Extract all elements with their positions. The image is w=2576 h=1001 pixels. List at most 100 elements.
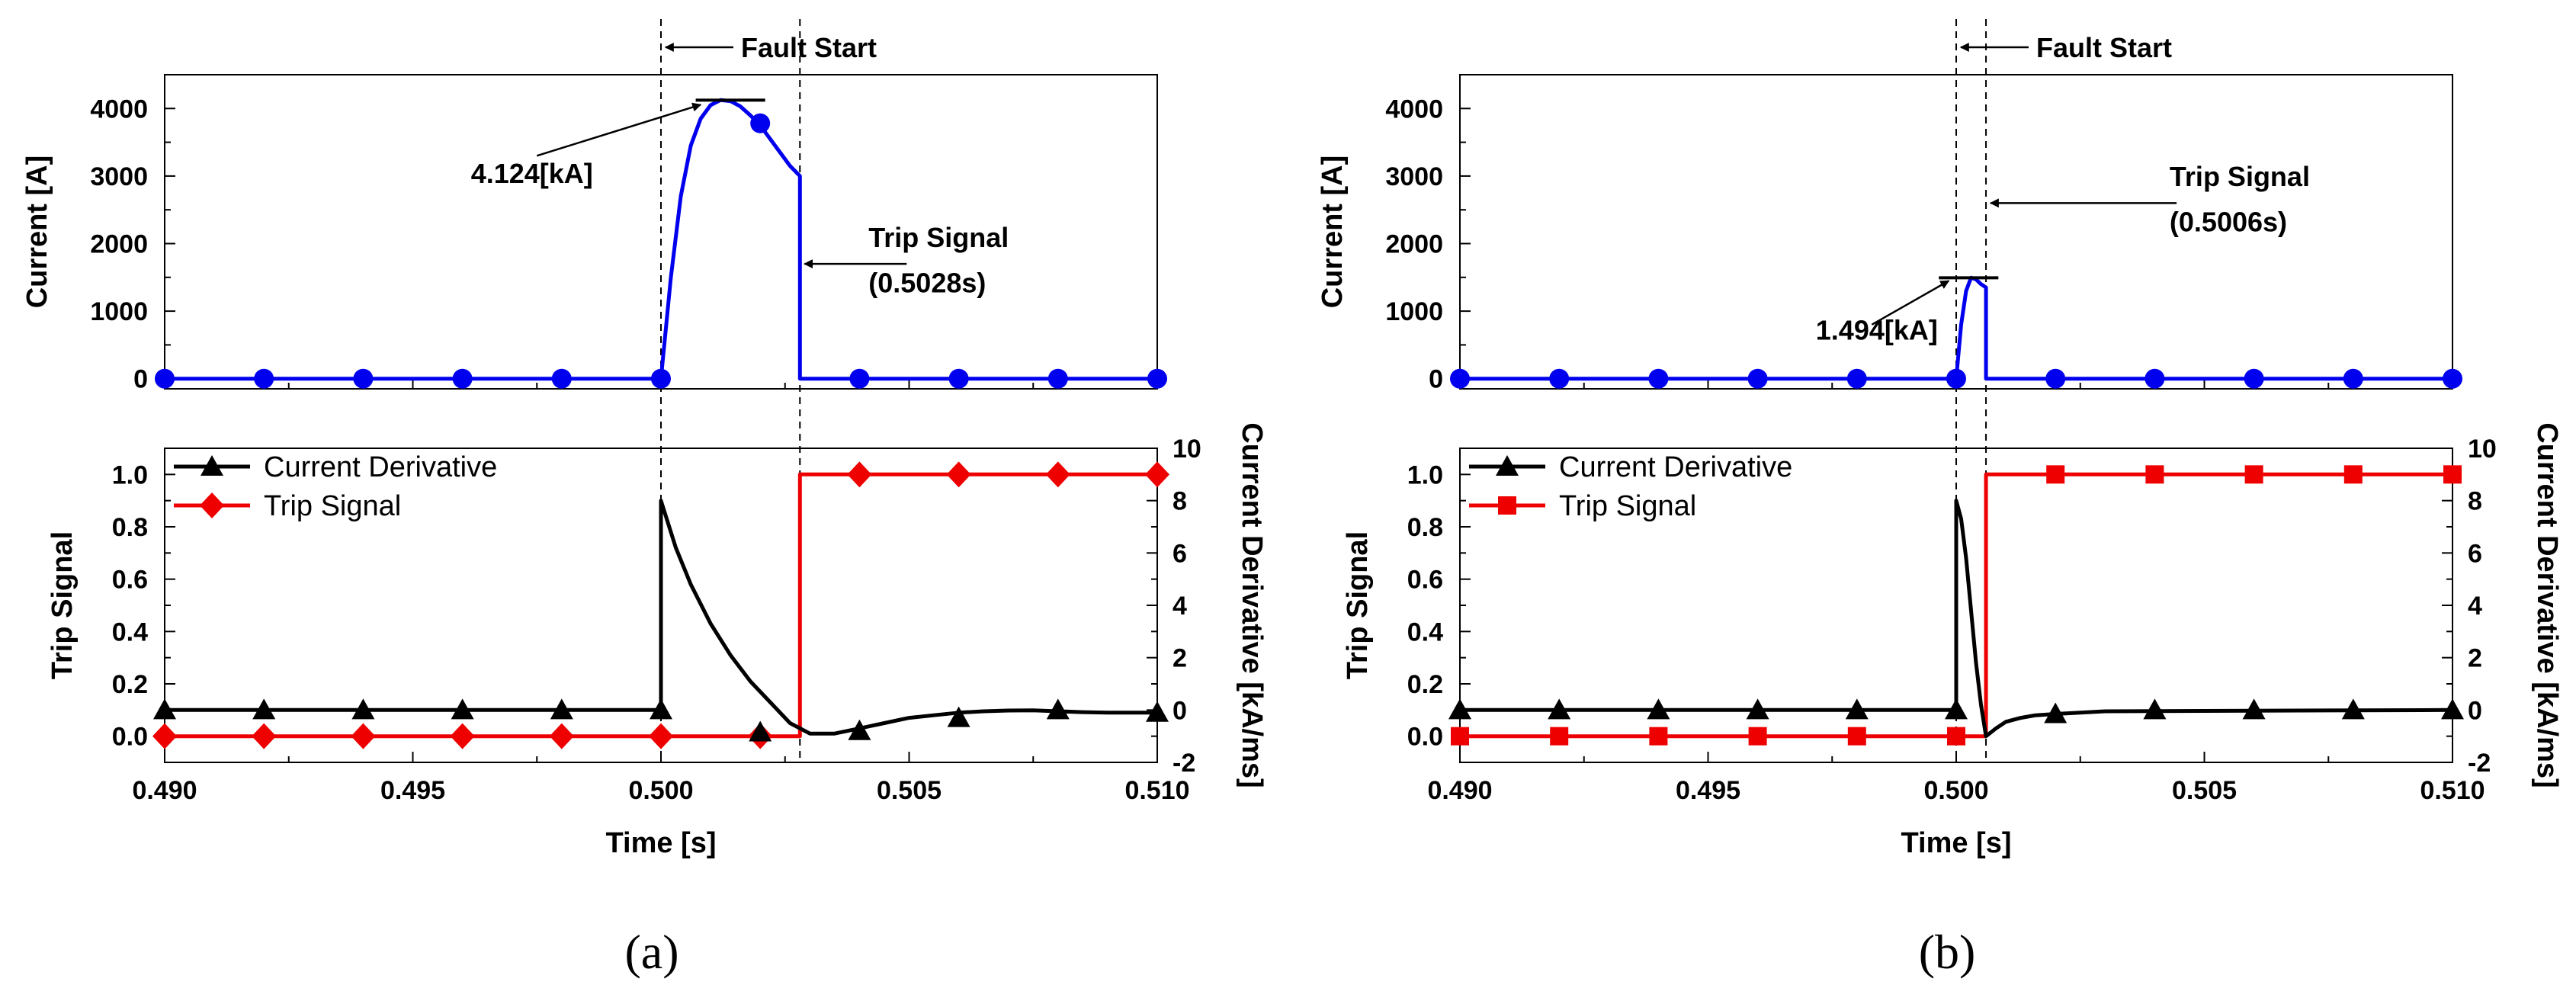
panel-b-trip-signal-series-marker bbox=[2343, 465, 2363, 484]
panel-b-derivative-series-line bbox=[1460, 499, 2453, 739]
panel-b-derivative-series-marker bbox=[2242, 698, 2266, 720]
panel-a-current-series-marker bbox=[750, 113, 771, 133]
panel-b-xtick-label: 0.505 bbox=[2172, 776, 2237, 805]
panel-a-xtick-label: 0.500 bbox=[628, 776, 693, 805]
panel-b-trip-signal-series-marker bbox=[2244, 465, 2263, 484]
panel-a-trip-signal-series-marker bbox=[1045, 461, 1070, 488]
panel-a-label: (a) bbox=[624, 925, 678, 979]
panel-b-legend-trip-marker bbox=[1498, 496, 1516, 515]
panel-a-legend-derivative-marker bbox=[200, 455, 223, 476]
panel-b-xtick-label: 0.490 bbox=[1427, 776, 1492, 805]
panel-a-derivative-series-line bbox=[165, 499, 1157, 736]
panel-b-derivative-series-marker bbox=[2341, 698, 2365, 720]
panel-a-derivative-ytick-label: 4 bbox=[1173, 592, 1187, 621]
panel-b-xtick-label: 0.510 bbox=[2420, 776, 2485, 805]
panel-a-trip-signal-series-marker bbox=[152, 723, 177, 749]
panel-a-current-series-marker bbox=[948, 368, 969, 389]
panel-a-current-series-line bbox=[165, 98, 1157, 381]
panel-a-trip-signal-series-marker bbox=[252, 723, 277, 749]
panel-a-derivative-series-marker bbox=[451, 698, 474, 720]
panel-b-derivative-ytick-label: 8 bbox=[2468, 487, 2482, 516]
panel-b-derivative-series-marker bbox=[1945, 698, 1968, 720]
panel-a-current-series-marker bbox=[155, 368, 175, 389]
panel-a-current-ytick-label: 2000 bbox=[90, 230, 148, 259]
panel-a-current-series-marker bbox=[849, 368, 870, 389]
panel-b-derivative-ytick-label: 4 bbox=[2468, 592, 2482, 621]
panel-b-trip-ytick-label: 0.2 bbox=[1407, 670, 1443, 699]
panel-a-xtick-label: 0.505 bbox=[877, 776, 942, 805]
panel-b-peak-label: 1.494[kA] bbox=[1816, 314, 1938, 345]
panel-b-legend-trip-label: Trip Signal bbox=[1559, 490, 1696, 522]
panel-b-current-series-marker bbox=[1846, 368, 1867, 389]
panel-b-trip-time-label: (0.5006s) bbox=[2170, 207, 2287, 238]
panel-b-trip-ytick-label: 0.4 bbox=[1407, 618, 1443, 646]
panel-a-current-series-marker bbox=[254, 368, 274, 389]
panel-b-derivative-series-marker bbox=[2441, 698, 2464, 720]
panel-b-derivative-series-marker bbox=[1746, 698, 1769, 720]
panel-b-trip-ytick-label: 0.0 bbox=[1407, 723, 1443, 752]
panel-b-fault-start-label: Fault Start bbox=[2036, 32, 2172, 63]
panel-b-current-series-marker bbox=[2343, 368, 2363, 389]
panel-a-derivative-series-marker bbox=[351, 698, 375, 720]
panel-b-trip-signal-series-marker bbox=[2046, 465, 2065, 484]
panel-b-trip-signal-series-line bbox=[1460, 472, 2452, 739]
panel-b-trip-signal-series-marker bbox=[1550, 727, 1569, 746]
panel-b-xtick-label: 0.500 bbox=[1923, 776, 1988, 805]
panel-b-xtick-label: 0.495 bbox=[1676, 776, 1740, 805]
panel-a-current-series-marker bbox=[353, 368, 374, 389]
panel-a-current-series-marker bbox=[1047, 368, 1068, 389]
panel-b-current-series-marker bbox=[2045, 368, 2066, 389]
panel-b-derivative-ytick-label: 0 bbox=[2468, 696, 2482, 725]
panel-a-current-ytick-label: 1000 bbox=[90, 297, 148, 326]
panel-b-trip-ytick-label: 1.0 bbox=[1407, 460, 1443, 489]
panel-a-peak-arrow bbox=[536, 102, 702, 157]
panel-a-trip-signal-series-marker bbox=[351, 723, 376, 749]
panel-a-current-series-marker bbox=[1147, 368, 1167, 389]
panel-a-trip-ytick-label: 0.4 bbox=[112, 618, 148, 646]
panel-b-derivative-series-marker bbox=[1647, 698, 1670, 720]
panel-b-current-series-marker bbox=[1450, 368, 1470, 389]
panel-b-derivative-series-marker bbox=[2143, 698, 2167, 720]
panel-b-current-ytick-label: 2000 bbox=[1385, 230, 1443, 259]
panel-b-current-series-marker bbox=[2443, 368, 2462, 389]
panel-b-current-series-marker bbox=[1946, 368, 1966, 389]
panel-b-trip-signal-series-marker bbox=[1649, 727, 1668, 746]
panel-a-trip-time-label: (0.5028s) bbox=[868, 267, 986, 298]
panel-a-derivative-series-marker bbox=[550, 698, 573, 720]
panel-a-derivative-ytick-label: -2 bbox=[1173, 749, 1195, 778]
panel-a-derivative-ytick-label: 0 bbox=[1173, 696, 1187, 725]
panel-b-current-ytick-label: 1000 bbox=[1385, 297, 1443, 326]
panel-b-peak-arrow bbox=[1871, 280, 1950, 326]
panel-b-current-ytick-label: 4000 bbox=[1385, 95, 1443, 124]
panel-a-xtick-label: 0.510 bbox=[1124, 776, 1189, 805]
panel-b-trip-ytick-label: 0.8 bbox=[1407, 513, 1443, 542]
panel-a-fault-start-label: Fault Start bbox=[741, 32, 877, 63]
panel-a-current-ylabel: Current [A] bbox=[21, 156, 53, 309]
panel-a-derivative-ytick-label: 2 bbox=[1173, 644, 1187, 673]
panel-a-trip-ytick-label: 0.2 bbox=[112, 670, 148, 699]
panel-a-current-ytick-label: 3000 bbox=[90, 162, 148, 191]
panel-a-current-ytick-label: 0 bbox=[133, 365, 148, 394]
panel-b-derivative-series-marker bbox=[1448, 698, 1471, 720]
panel-a-trip-ylabel-right: Current Derivative [kA/ms] bbox=[1236, 422, 1268, 788]
panel-a-xtick-label: 0.490 bbox=[132, 776, 197, 805]
panel-a-derivative-series-marker bbox=[1146, 701, 1169, 722]
panel-b-derivative-series-marker bbox=[2044, 702, 2068, 723]
panel-a-trip-signal-series-marker bbox=[450, 723, 475, 749]
panel-b-legend-derivative-label: Current Derivative bbox=[1559, 451, 1792, 483]
panel-a-derivative-series-marker bbox=[252, 698, 276, 720]
panel-b-trip-signal-series-marker bbox=[1947, 727, 1965, 746]
panel-b-trip-ylabel-right: Current Derivative [kA/ms] bbox=[2531, 422, 2563, 788]
panel-a-trip-ytick-label: 0.8 bbox=[112, 513, 148, 542]
panel-b-derivative-ytick-label: 6 bbox=[2468, 539, 2482, 568]
panel-a-trip-ytick-label: 1.0 bbox=[112, 460, 148, 489]
panel-a-trip-signal-series-line bbox=[165, 472, 1157, 739]
panel-b-current-series-marker bbox=[1648, 368, 1669, 389]
panel-a-trip-signal-series-marker bbox=[649, 723, 673, 749]
panel-b-trip-signal-series-marker bbox=[2443, 465, 2462, 484]
panel-b-label: (b) bbox=[1919, 925, 1976, 979]
panel-b-trip-signal-series-marker bbox=[1748, 727, 1767, 746]
